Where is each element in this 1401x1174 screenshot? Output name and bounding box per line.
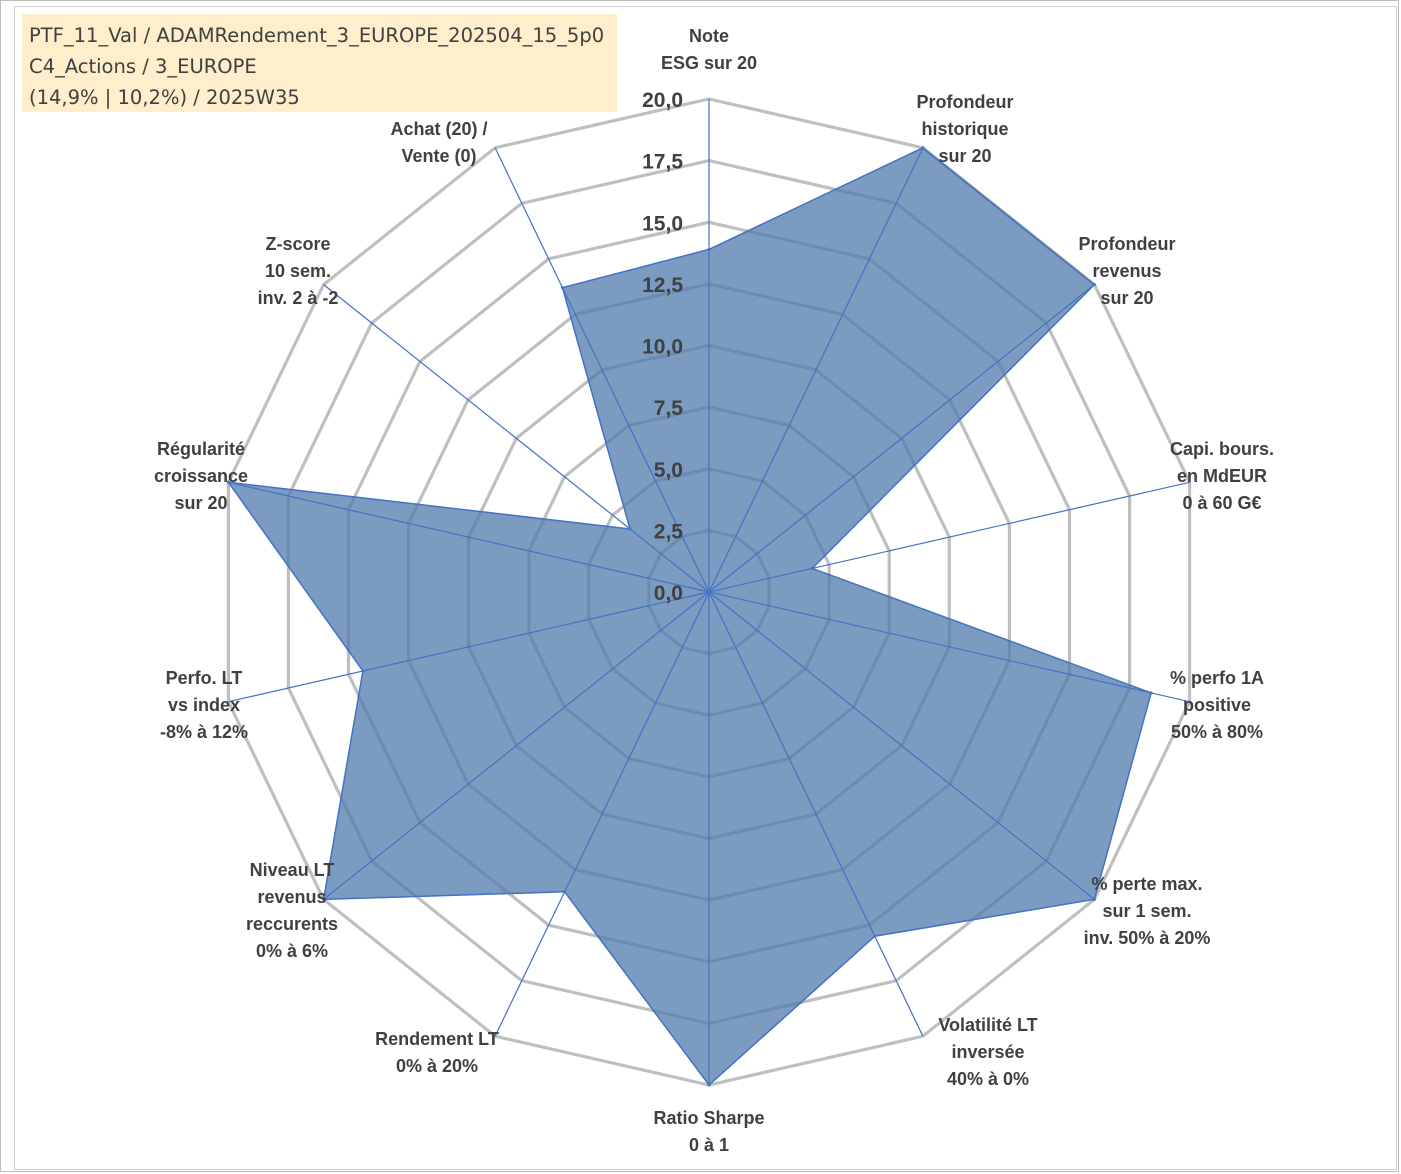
category-label-line: ESG sur 20 xyxy=(661,53,757,73)
data-point xyxy=(322,897,326,901)
category-label-line: reccurents xyxy=(246,914,338,934)
axis-spoke xyxy=(494,591,710,1037)
axis-spoke xyxy=(323,284,710,593)
axis-spoke xyxy=(323,591,710,900)
radial-tick-label: 17,5 xyxy=(642,151,683,174)
category-label-line: inv. 2 à -2 xyxy=(258,288,339,308)
radial-tick-labels: 0,0 2,5 5,0 7,5 10,0 12,5 15,0 17,5 20,0 xyxy=(642,89,683,605)
category-label-line: Profondeur xyxy=(917,92,1014,112)
category-label-line: Achat (20) / xyxy=(390,119,487,139)
data-point xyxy=(873,934,877,938)
data-point xyxy=(1092,283,1096,287)
category-label-line: Capi. bours. xyxy=(1170,439,1274,459)
info-line-stats: (14,9% | 10,2%) / 2025W35 xyxy=(29,86,300,109)
category-label-line: sur 20 xyxy=(938,146,991,166)
category-label-line: vs index xyxy=(168,695,240,715)
axis-spoke xyxy=(228,481,710,593)
data-points xyxy=(226,146,1153,1087)
chart-inner-border xyxy=(14,6,1397,1170)
category-label-line: Niveau LT xyxy=(250,860,335,880)
axis-spoke xyxy=(708,481,1190,593)
data-point xyxy=(563,890,567,894)
category-label-line: Z-score xyxy=(265,234,330,254)
category-label-line: Perfo. LT xyxy=(166,668,243,688)
category-label-line: sur 20 xyxy=(174,493,227,513)
radial-tick-label: 2,5 xyxy=(654,520,684,543)
radar-spokes xyxy=(228,99,1190,1085)
category-label-line: -8% à 12% xyxy=(160,722,248,742)
category-label-line: 10 sem. xyxy=(265,261,331,281)
category-label-line: Volatilité LT xyxy=(938,1015,1037,1035)
axis-spoke xyxy=(494,147,710,593)
radial-tick-label: 15,0 xyxy=(642,212,683,235)
category-label-line: 0% à 20% xyxy=(396,1056,478,1076)
category-label-line: % perte max. xyxy=(1091,874,1202,894)
axis-spoke xyxy=(708,591,1190,703)
data-point xyxy=(1092,897,1096,901)
info-line-asset-class: C4_Actions / 3_EUROPE xyxy=(29,55,257,78)
radial-tick-label: 12,5 xyxy=(642,274,683,297)
axis-spoke xyxy=(708,147,924,593)
category-label-line: revenus xyxy=(1092,261,1161,281)
data-point xyxy=(226,480,230,484)
category-label-line: Régularité xyxy=(157,439,245,459)
data-point xyxy=(921,146,925,150)
category-label-line: 0 à 1 xyxy=(689,1135,729,1155)
axis-spoke xyxy=(708,591,924,1037)
category-label-line: revenus xyxy=(257,887,326,907)
axis-spoke xyxy=(708,591,1095,900)
category-label-line: Vente (0) xyxy=(401,146,476,166)
category-label-line: % perfo 1A xyxy=(1170,668,1264,688)
data-point xyxy=(1149,691,1153,695)
category-labels: Note ESG sur 20 Profondeur historique sur 20… xyxy=(154,26,1274,1155)
data-point xyxy=(561,286,564,290)
category-label-line: en MdEUR xyxy=(1177,466,1267,486)
data-point xyxy=(810,566,814,570)
radial-tick-label: 5,0 xyxy=(654,459,683,482)
category-label-line: 50% à 80% xyxy=(1171,722,1263,742)
category-label-line: Rendement LT xyxy=(375,1029,499,1049)
axis-spoke xyxy=(228,591,710,703)
category-label-line: croissance xyxy=(154,466,248,486)
info-box: PTF_11_Val / ADAMRendement_3_EUROPE_2025… xyxy=(22,14,617,112)
category-label-line: sur 1 sem. xyxy=(1102,901,1191,921)
radial-tick-label: 10,0 xyxy=(642,336,683,359)
radial-tick-label: 20,0 xyxy=(642,89,683,112)
category-label-line: inv. 50% à 20% xyxy=(1084,928,1211,948)
category-label-line: sur 20 xyxy=(1100,288,1153,308)
category-label-line: 40% à 0% xyxy=(947,1069,1029,1089)
radial-tick-label: 0,0 xyxy=(654,582,683,605)
data-point xyxy=(707,1083,711,1087)
category-label-line: 0% à 6% xyxy=(256,941,328,961)
category-label-line: Note xyxy=(689,26,729,46)
category-label-line: positive xyxy=(1183,695,1251,715)
data-point xyxy=(628,527,632,531)
category-label-line: 0 à 60 G€ xyxy=(1182,493,1261,513)
data-series-area xyxy=(226,146,1153,1087)
category-label-line: Profondeur xyxy=(1079,234,1176,254)
category-label-line: Ratio Sharpe xyxy=(653,1108,764,1128)
axis-spoke xyxy=(708,284,1095,593)
info-line-portfolio: PTF_11_Val / ADAMRendement_3_EUROPE_2025… xyxy=(29,24,605,47)
category-label-line: inversée xyxy=(951,1042,1024,1062)
data-point xyxy=(361,669,365,673)
data-point xyxy=(707,247,711,251)
radial-tick-label: 7,5 xyxy=(654,397,684,420)
category-label-line: historique xyxy=(921,119,1008,139)
